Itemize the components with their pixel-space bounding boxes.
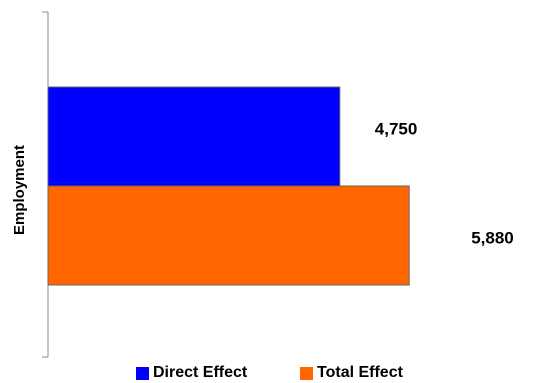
legend-label-direct: Direct Effect: [153, 364, 248, 381]
legend: Direct Effect Total Effect: [0, 364, 559, 383]
data-label-direct-effect: 4,750: [375, 119, 418, 138]
legend-label-total: Total Effect: [317, 364, 403, 381]
legend-swatch-total: [300, 366, 313, 380]
y-axis-label: Employment: [11, 145, 28, 235]
employment-bar-chart: Employment 4,750 5,880: [11, 11, 514, 358]
legend-item-total-effect: Total Effect: [300, 364, 403, 382]
bar-total-effect: [47, 185, 410, 286]
bar-direct-effect: [47, 86, 341, 187]
legend-item-direct-effect: Direct Effect: [136, 364, 247, 382]
legend-swatch-direct: [136, 366, 149, 380]
data-label-total-effect: 5,880: [471, 228, 514, 247]
